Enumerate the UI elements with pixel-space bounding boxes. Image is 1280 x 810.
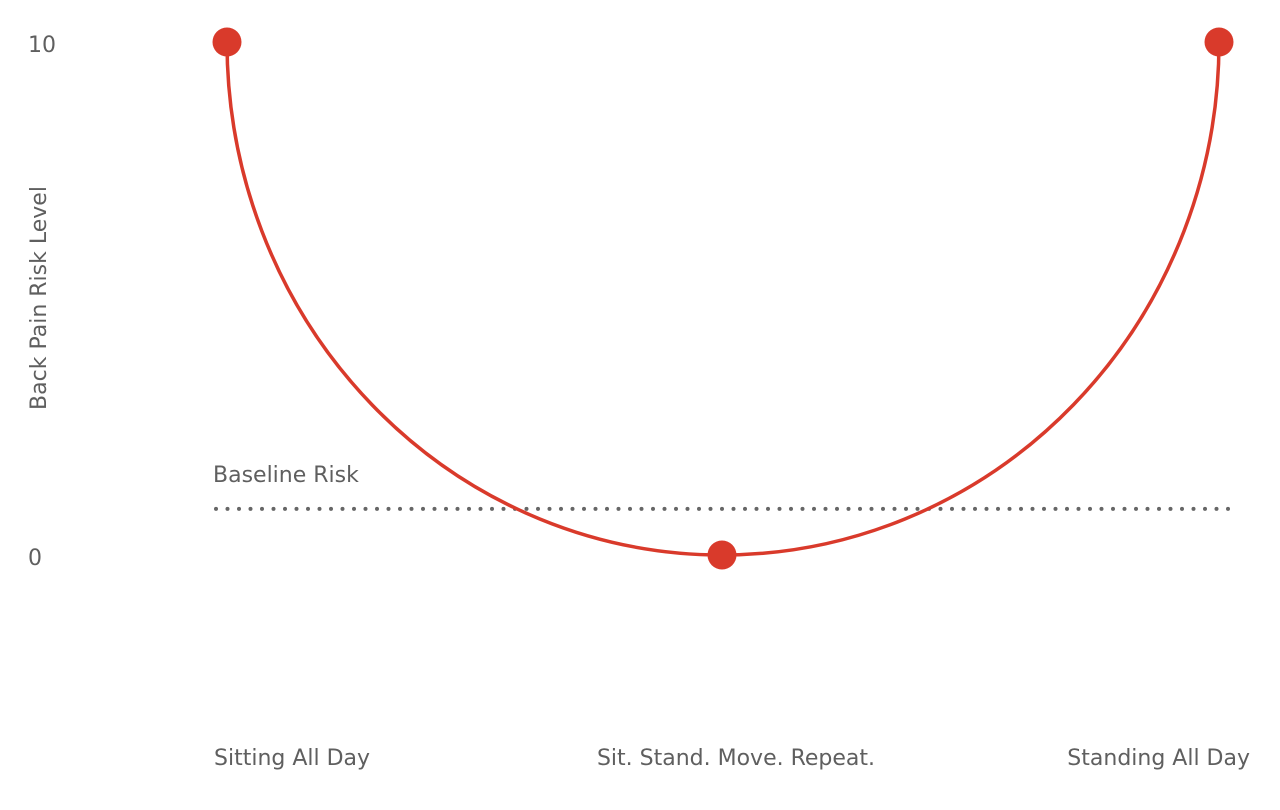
y-tick-label-10: 10 (28, 33, 56, 58)
x-category-label: Sitting All Day (214, 746, 370, 771)
x-category-label: Standing All Day (1067, 746, 1250, 771)
y-tick-label-0: 0 (28, 546, 42, 571)
y-axis-label: Back Pain Risk Level (27, 186, 52, 410)
x-category-label: Sit. Stand. Move. Repeat. (597, 746, 875, 771)
series-line (225, 41, 1221, 557)
data-point-3 (1204, 27, 1234, 57)
baseline-risk-label: Baseline Risk (213, 463, 359, 488)
data-point-2 (707, 540, 737, 570)
data-point-1 (212, 27, 242, 57)
